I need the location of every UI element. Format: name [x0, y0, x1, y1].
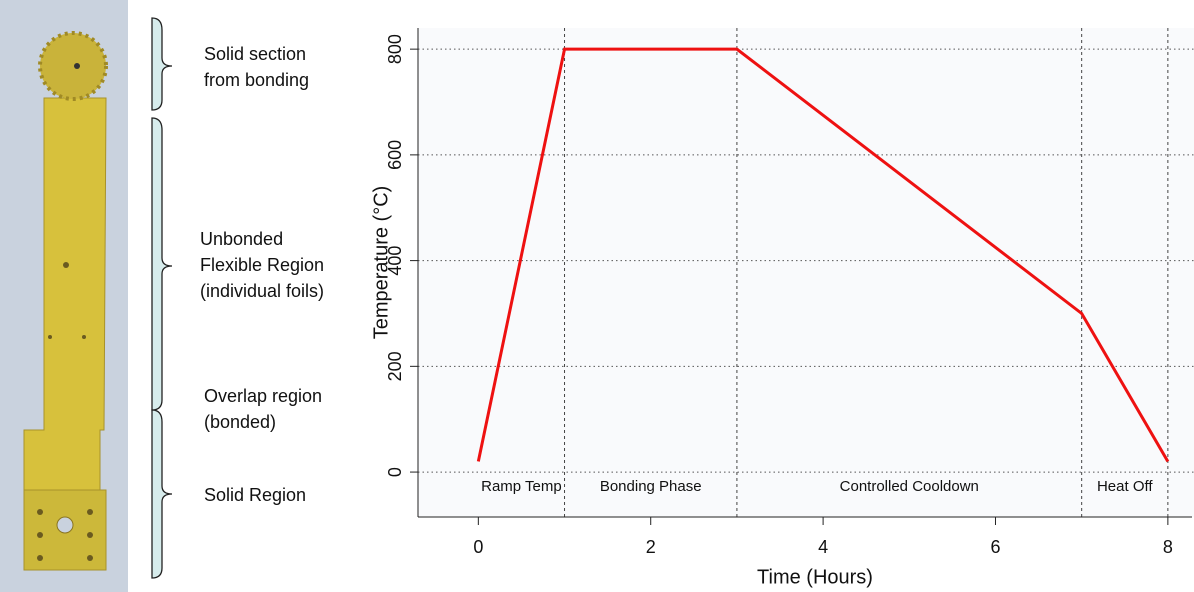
region-label: Overlap region — [204, 386, 322, 406]
x-tick-label: 2 — [646, 537, 656, 557]
y-tick-label: 800 — [385, 34, 405, 64]
region-label: Flexible Region — [200, 255, 324, 275]
page: Solid section from bonding Unbonded Flexibl… — [0, 0, 1194, 592]
phase-label: Heat Off — [1097, 478, 1153, 495]
x-tick-label: 8 — [1163, 537, 1173, 557]
strap-disc — [40, 33, 106, 99]
hole — [74, 63, 80, 69]
x-axis-title: Time (Hours) — [757, 566, 873, 588]
x-tick-label: 4 — [818, 537, 828, 557]
region-label: Solid section — [204, 44, 306, 64]
y-axis-title: Temperature (°C) — [370, 186, 392, 340]
y-tick-label: 600 — [385, 140, 405, 170]
y-tick-label: 0 — [385, 467, 405, 477]
region-label: from bonding — [204, 70, 309, 90]
photo — [0, 0, 128, 592]
phase-label: Bonding Phase — [600, 478, 702, 495]
x-tick-label: 6 — [990, 537, 1000, 557]
phase-label: Controlled Cooldown — [840, 478, 979, 495]
hole — [57, 517, 73, 533]
hole — [63, 262, 69, 268]
figure: Solid section from bonding Unbonded Flexibl… — [0, 0, 1194, 592]
phase-label: Ramp Temp — [481, 478, 562, 495]
y-tick-label: 200 — [385, 351, 405, 381]
hole — [48, 335, 52, 339]
region-label: Unbonded — [200, 229, 283, 249]
brackets — [152, 18, 172, 578]
hole — [82, 335, 86, 339]
x-tick-label: 0 — [473, 537, 483, 557]
photo-labels: Solid section from bonding Unbonded Flexibl… — [200, 44, 324, 505]
region-label: Solid Region — [204, 485, 306, 505]
region-label: (bonded) — [204, 412, 276, 432]
region-label: (individual foils) — [200, 281, 324, 301]
